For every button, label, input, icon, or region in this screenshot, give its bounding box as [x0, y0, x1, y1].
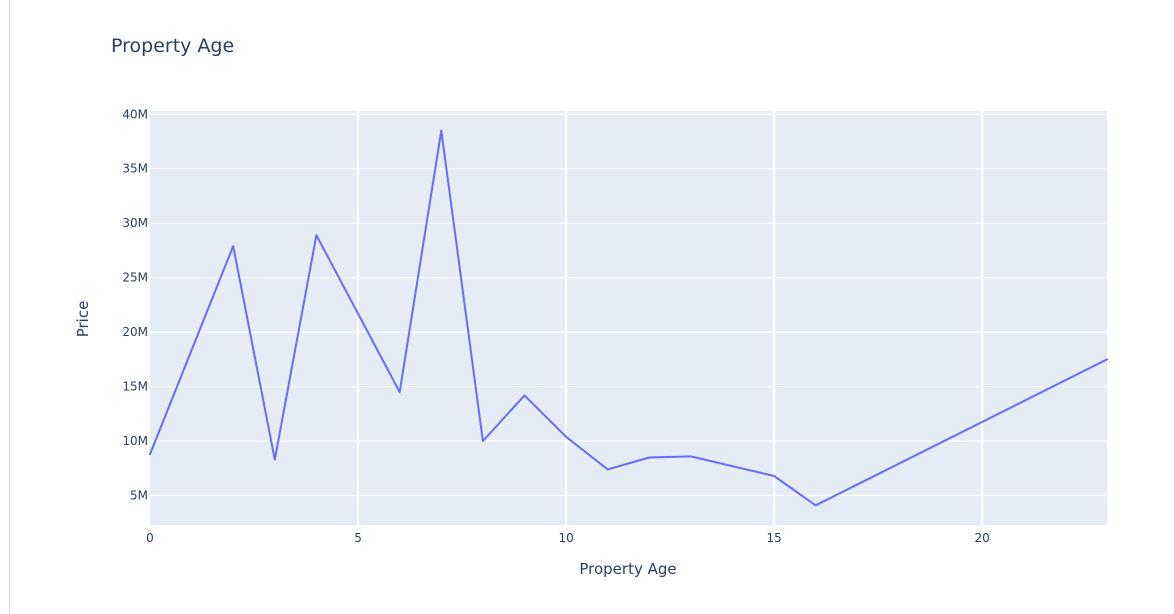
chart-title: Property Age — [111, 35, 234, 57]
page-left-border — [9, 0, 10, 614]
y-tick-label: 30M — [122, 216, 148, 230]
data-point — [563, 434, 569, 440]
data-point — [480, 438, 486, 444]
plot-area — [150, 111, 1107, 525]
data-point — [813, 502, 819, 508]
data-point — [646, 454, 652, 460]
data-point — [605, 466, 611, 472]
y-tick-label: 40M — [122, 107, 148, 121]
x-axis-tick-labels: 0 5 10 15 20 — [146, 531, 990, 545]
y-tick-label: 20M — [122, 325, 148, 339]
data-point — [230, 243, 236, 249]
data-point — [272, 457, 278, 463]
y-axis-tick-labels: 5M 10M 15M 20M 25M 30M 35M 40M — [122, 107, 148, 502]
y-tick-label: 5M — [130, 489, 148, 503]
x-tick-label: 10 — [558, 531, 573, 545]
x-tick-label: 0 — [146, 531, 154, 545]
y-tick-label: 10M — [122, 434, 148, 448]
data-point — [397, 389, 403, 395]
data-point — [313, 232, 319, 238]
x-tick-label: 15 — [766, 531, 781, 545]
y-tick-label: 25M — [122, 271, 148, 285]
y-tick-label: 15M — [122, 380, 148, 394]
price-series-line — [149, 129, 1108, 507]
data-point — [438, 128, 444, 134]
series-layer — [147, 128, 1110, 508]
y-tick-label: 35M — [122, 162, 148, 176]
data-point — [521, 392, 527, 398]
grid-lines — [150, 111, 1107, 525]
x-tick-label: 20 — [975, 531, 990, 545]
y-axis-title: Price — [74, 301, 92, 338]
data-point — [688, 453, 694, 459]
x-axis-title: Property Age — [579, 560, 676, 578]
data-point — [1104, 356, 1110, 362]
x-tick-label: 5 — [354, 531, 362, 545]
data-point — [147, 451, 153, 457]
data-point — [771, 473, 777, 479]
